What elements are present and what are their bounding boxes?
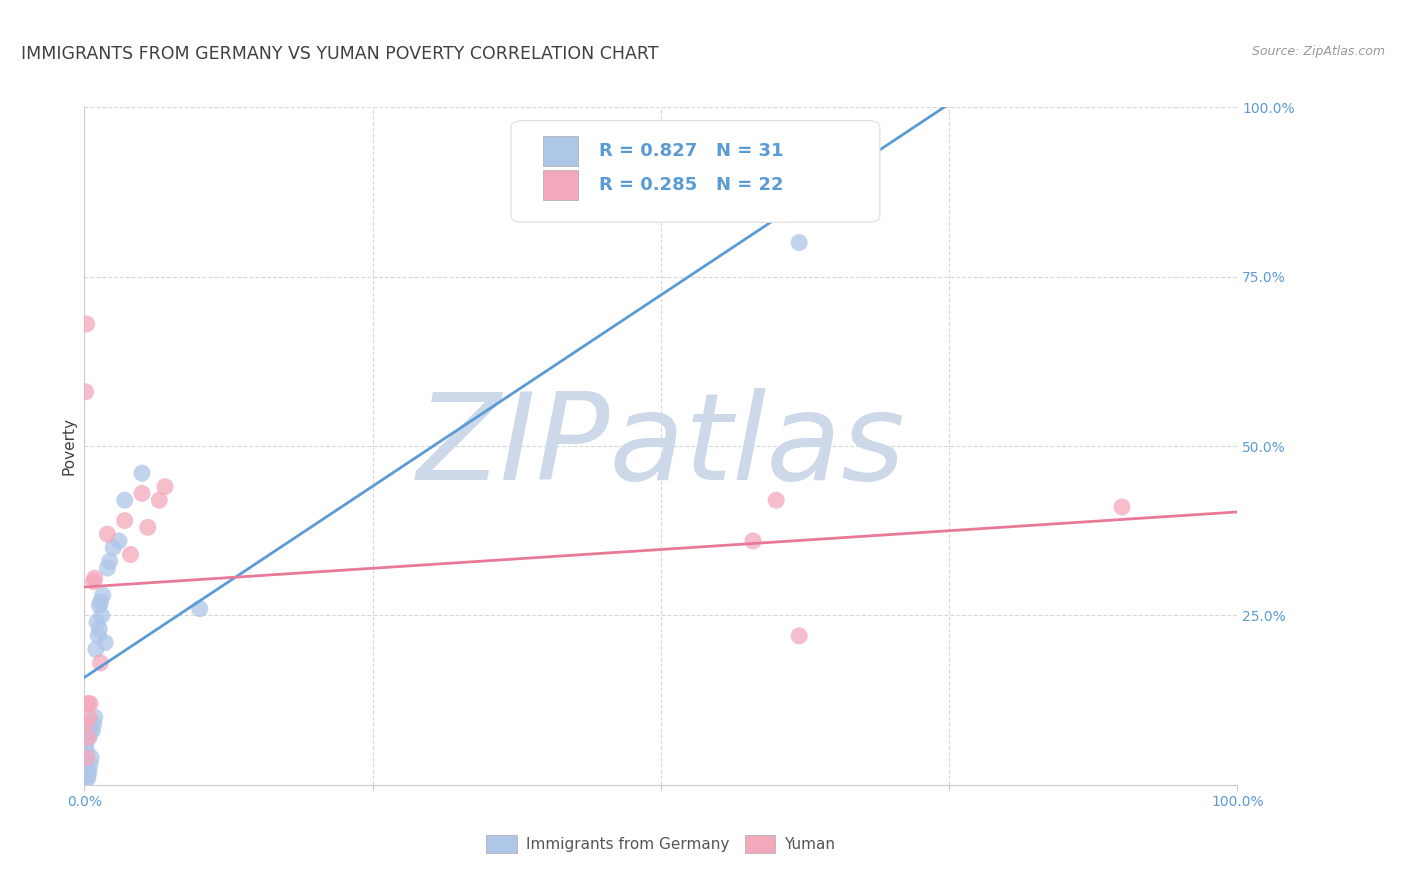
Point: [76, 751, 98, 765]
Point: [96, 561, 118, 575]
Point: [96, 527, 118, 541]
Point: [90, 608, 112, 623]
Point: [77, 710, 100, 724]
Point: [83, 717, 105, 731]
Point: [76, 744, 98, 758]
Point: [77, 764, 100, 779]
Point: [742, 533, 765, 548]
Text: IMMIGRANTS FROM GERMANY VS YUMAN POVERTY CORRELATION CHART: IMMIGRANTS FROM GERMANY VS YUMAN POVERTY…: [21, 45, 658, 62]
Point: [103, 541, 124, 555]
Bar: [543, 169, 578, 200]
FancyBboxPatch shape: [510, 120, 880, 222]
Point: [94, 635, 117, 649]
Text: R = 0.285   N = 22: R = 0.285 N = 22: [599, 176, 783, 194]
Point: [79, 697, 101, 711]
Point: [89, 595, 111, 609]
Legend: Immigrants from Germany, Yuman: Immigrants from Germany, Yuman: [481, 829, 841, 859]
Point: [79, 723, 101, 738]
Point: [120, 548, 142, 562]
Point: [98, 554, 121, 568]
Point: [91, 588, 114, 602]
Point: [136, 520, 159, 534]
Point: [87, 629, 110, 643]
Y-axis label: Poverty: Poverty: [60, 417, 76, 475]
Point: [787, 235, 810, 250]
Point: [108, 533, 131, 548]
Point: [83, 710, 105, 724]
Point: [75, 771, 97, 785]
Point: [153, 480, 176, 494]
Point: [76, 768, 98, 782]
Point: [76, 697, 98, 711]
Point: [76, 764, 98, 779]
Text: Source: ZipAtlas.com: Source: ZipAtlas.com: [1251, 45, 1385, 58]
Point: [75, 737, 97, 751]
Point: [131, 486, 153, 500]
Point: [114, 493, 136, 508]
Point: [79, 757, 101, 772]
Point: [787, 629, 810, 643]
Point: [114, 514, 136, 528]
Text: ZIPatlas: ZIPatlas: [416, 387, 905, 505]
Point: [89, 599, 111, 613]
Point: [77, 731, 100, 745]
Point: [80, 751, 103, 765]
Point: [75, 717, 97, 731]
Point: [83, 574, 105, 589]
Point: [76, 317, 98, 331]
Point: [76, 731, 98, 745]
Point: [188, 601, 211, 615]
Point: [148, 493, 170, 508]
Point: [76, 771, 98, 785]
Point: [765, 493, 787, 508]
Point: [84, 642, 107, 657]
Point: [83, 571, 105, 585]
Point: [89, 622, 111, 636]
Text: R = 0.827   N = 31: R = 0.827 N = 31: [599, 142, 783, 160]
Point: [89, 656, 111, 670]
Point: [86, 615, 108, 630]
Point: [82, 723, 104, 738]
Bar: [543, 136, 578, 166]
Point: [131, 466, 153, 480]
Point: [1111, 500, 1133, 514]
Point: [75, 384, 97, 399]
